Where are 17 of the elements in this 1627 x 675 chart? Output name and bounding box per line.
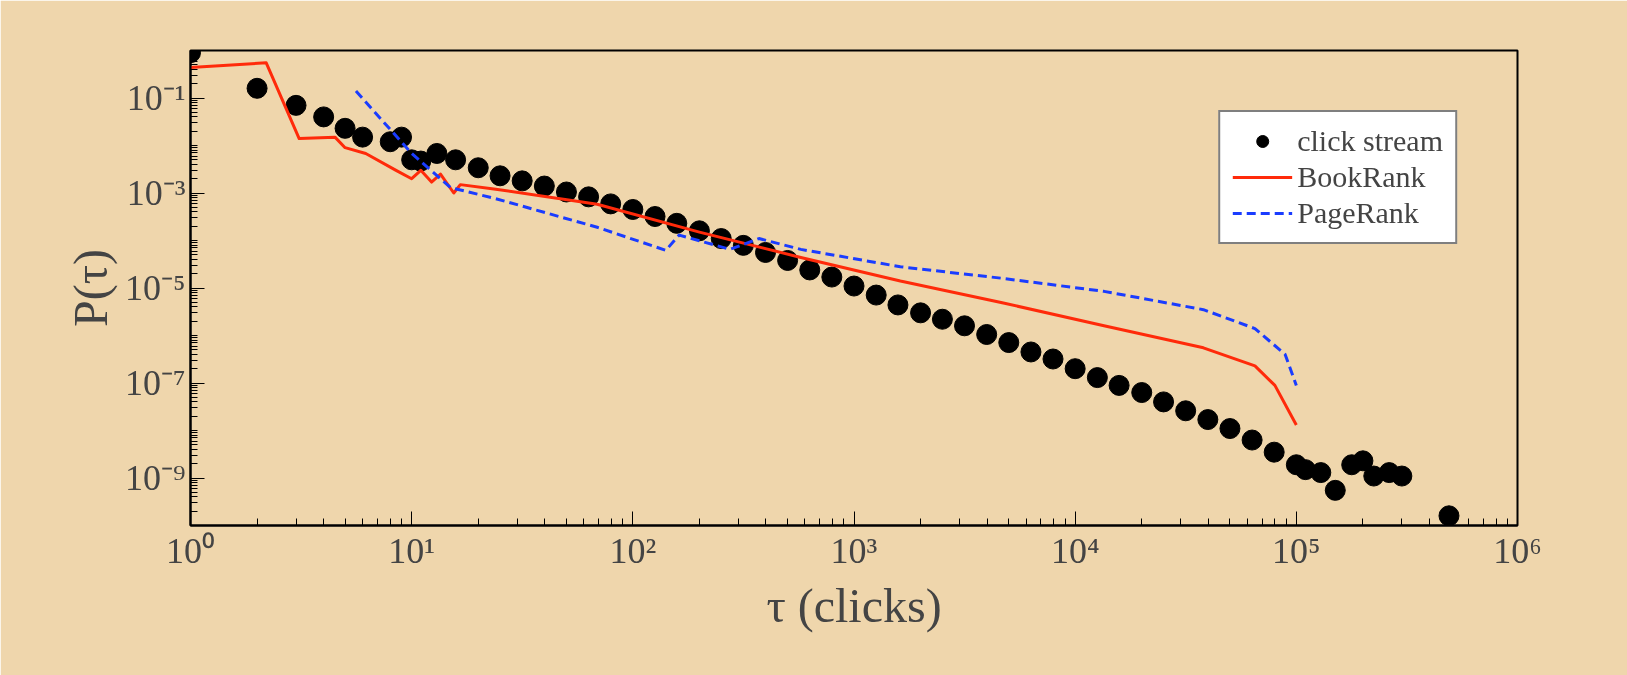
x-tick-label: 10⁰: [166, 530, 215, 571]
y-axis-title: P(τ): [63, 249, 118, 327]
y-tick-label: 10⁻⁵: [124, 268, 186, 308]
y-tick-label: 10⁻¹: [126, 78, 186, 118]
legend-label: PageRank: [1297, 196, 1419, 230]
y-tick-label: 10⁻⁹: [124, 458, 186, 498]
y-tick-label: 10⁻⁷: [124, 363, 186, 403]
x-tick-label: 10⁴: [1050, 530, 1100, 571]
x-tick-label: 10²: [609, 530, 657, 571]
x-tick-label: 10⁶: [1493, 530, 1542, 571]
y-tick-label: 10⁻³: [126, 173, 186, 213]
legend-label: click stream: [1297, 124, 1443, 158]
x-tick-label: 10⁵: [1272, 530, 1321, 571]
x-tick-label: 10³: [830, 530, 878, 571]
x-tick-label: 10¹: [388, 530, 436, 571]
legend-label: BookRank: [1297, 160, 1426, 194]
x-axis-title: τ (clicks): [766, 578, 942, 633]
